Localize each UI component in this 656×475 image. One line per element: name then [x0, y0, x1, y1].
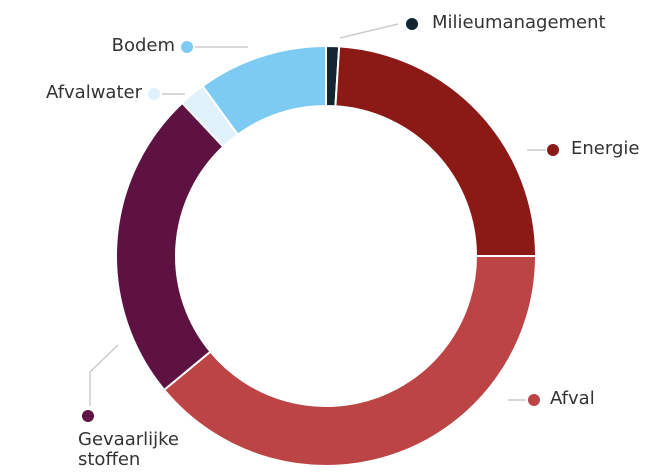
donut-segment [201, 44, 327, 137]
segment-label: Afvalwater [46, 82, 142, 103]
legend-dot [181, 41, 193, 53]
legend-dot [148, 88, 160, 100]
legend-dot [528, 394, 540, 406]
donut-segment [162, 255, 538, 467]
donut-segment [334, 45, 538, 257]
segment-label: Afval [550, 388, 595, 409]
legend-dot [406, 18, 418, 30]
segment-label: Gevaarlijke stoffen [78, 429, 179, 470]
donut-segment [115, 101, 225, 392]
legend-dot [82, 410, 94, 422]
segment-label: Bodem [111, 35, 175, 56]
segment-label: Energie [571, 138, 640, 159]
segment-label: Milieumanagement [432, 12, 606, 33]
leader-line [89, 344, 119, 406]
leader-line [339, 23, 399, 39]
legend-dot [547, 144, 559, 156]
